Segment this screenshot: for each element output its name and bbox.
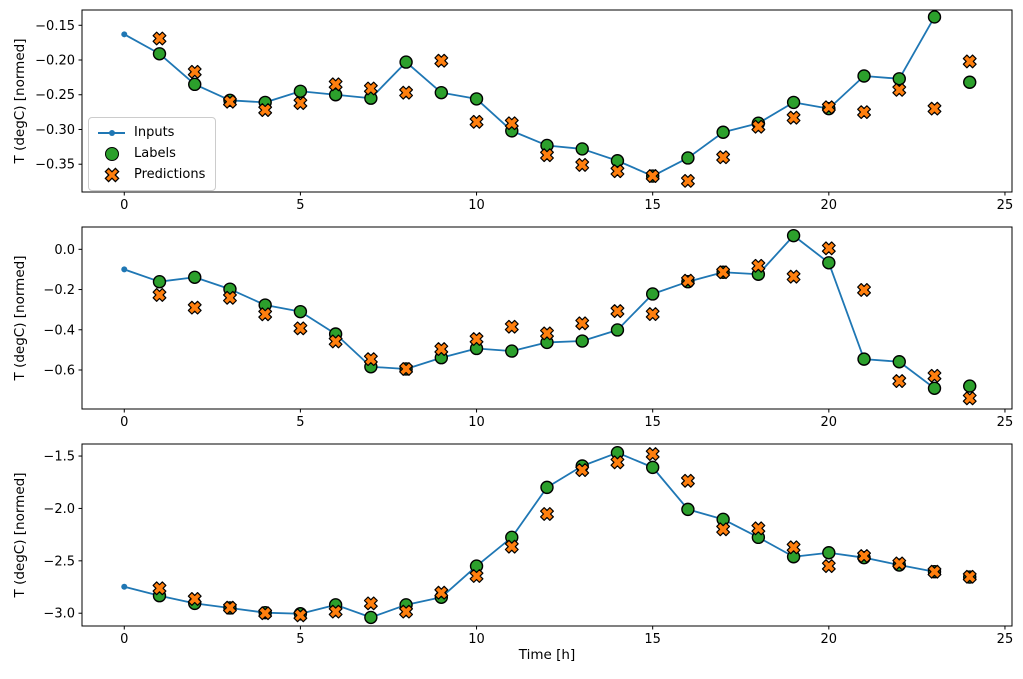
legend-item-predictions: Predictions xyxy=(98,167,205,183)
svg-text:−0.30: −0.30 xyxy=(35,123,75,138)
svg-text:15: 15 xyxy=(644,198,661,213)
x-axis-label: Time [h] xyxy=(518,647,576,663)
svg-text:15: 15 xyxy=(644,632,661,647)
svg-text:15: 15 xyxy=(644,415,661,430)
y-axis-label-middle: T (degC) [normed] xyxy=(12,255,28,381)
svg-text:−2.5: −2.5 xyxy=(43,554,75,569)
svg-text:0: 0 xyxy=(120,415,128,430)
predictions-x-icon xyxy=(98,167,125,183)
svg-text:0: 0 xyxy=(120,632,128,647)
legend-label-inputs: Inputs xyxy=(134,125,175,140)
svg-text:−0.2: −0.2 xyxy=(43,283,75,298)
y-axis-label-top: T (degC) [normed] xyxy=(12,38,28,164)
svg-text:0.0: 0.0 xyxy=(54,243,75,258)
inputs-line-icon xyxy=(98,125,125,141)
svg-text:−0.20: −0.20 xyxy=(35,54,75,69)
y-axis-label-bottom: T (degC) [normed] xyxy=(12,472,28,598)
svg-text:5: 5 xyxy=(296,198,304,213)
svg-text:10: 10 xyxy=(468,198,485,213)
svg-text:−0.4: −0.4 xyxy=(43,323,75,338)
legend-label-labels: Labels xyxy=(134,146,176,161)
svg-text:10: 10 xyxy=(468,415,485,430)
svg-text:−0.6: −0.6 xyxy=(43,363,75,378)
svg-text:20: 20 xyxy=(821,198,838,213)
svg-text:−2.0: −2.0 xyxy=(43,502,75,517)
svg-text:−3.0: −3.0 xyxy=(43,607,75,622)
svg-text:20: 20 xyxy=(821,632,838,647)
svg-text:5: 5 xyxy=(296,415,304,430)
svg-text:10: 10 xyxy=(468,632,485,647)
legend-item-inputs: Inputs xyxy=(98,125,205,141)
svg-text:5: 5 xyxy=(296,632,304,647)
svg-text:25: 25 xyxy=(997,632,1014,647)
legend: Inputs Labels Predictions xyxy=(88,117,217,191)
labels-circle-icon xyxy=(98,146,125,162)
svg-text:−0.35: −0.35 xyxy=(35,158,75,173)
svg-text:−0.25: −0.25 xyxy=(35,88,75,103)
legend-item-labels: Labels xyxy=(98,146,205,162)
legend-label-predictions: Predictions xyxy=(134,167,206,182)
svg-text:20: 20 xyxy=(821,415,838,430)
svg-text:−1.5: −1.5 xyxy=(43,450,75,465)
svg-text:25: 25 xyxy=(997,415,1014,430)
svg-text:0: 0 xyxy=(120,198,128,213)
svg-text:−0.15: −0.15 xyxy=(35,19,75,34)
svg-text:25: 25 xyxy=(997,198,1014,213)
